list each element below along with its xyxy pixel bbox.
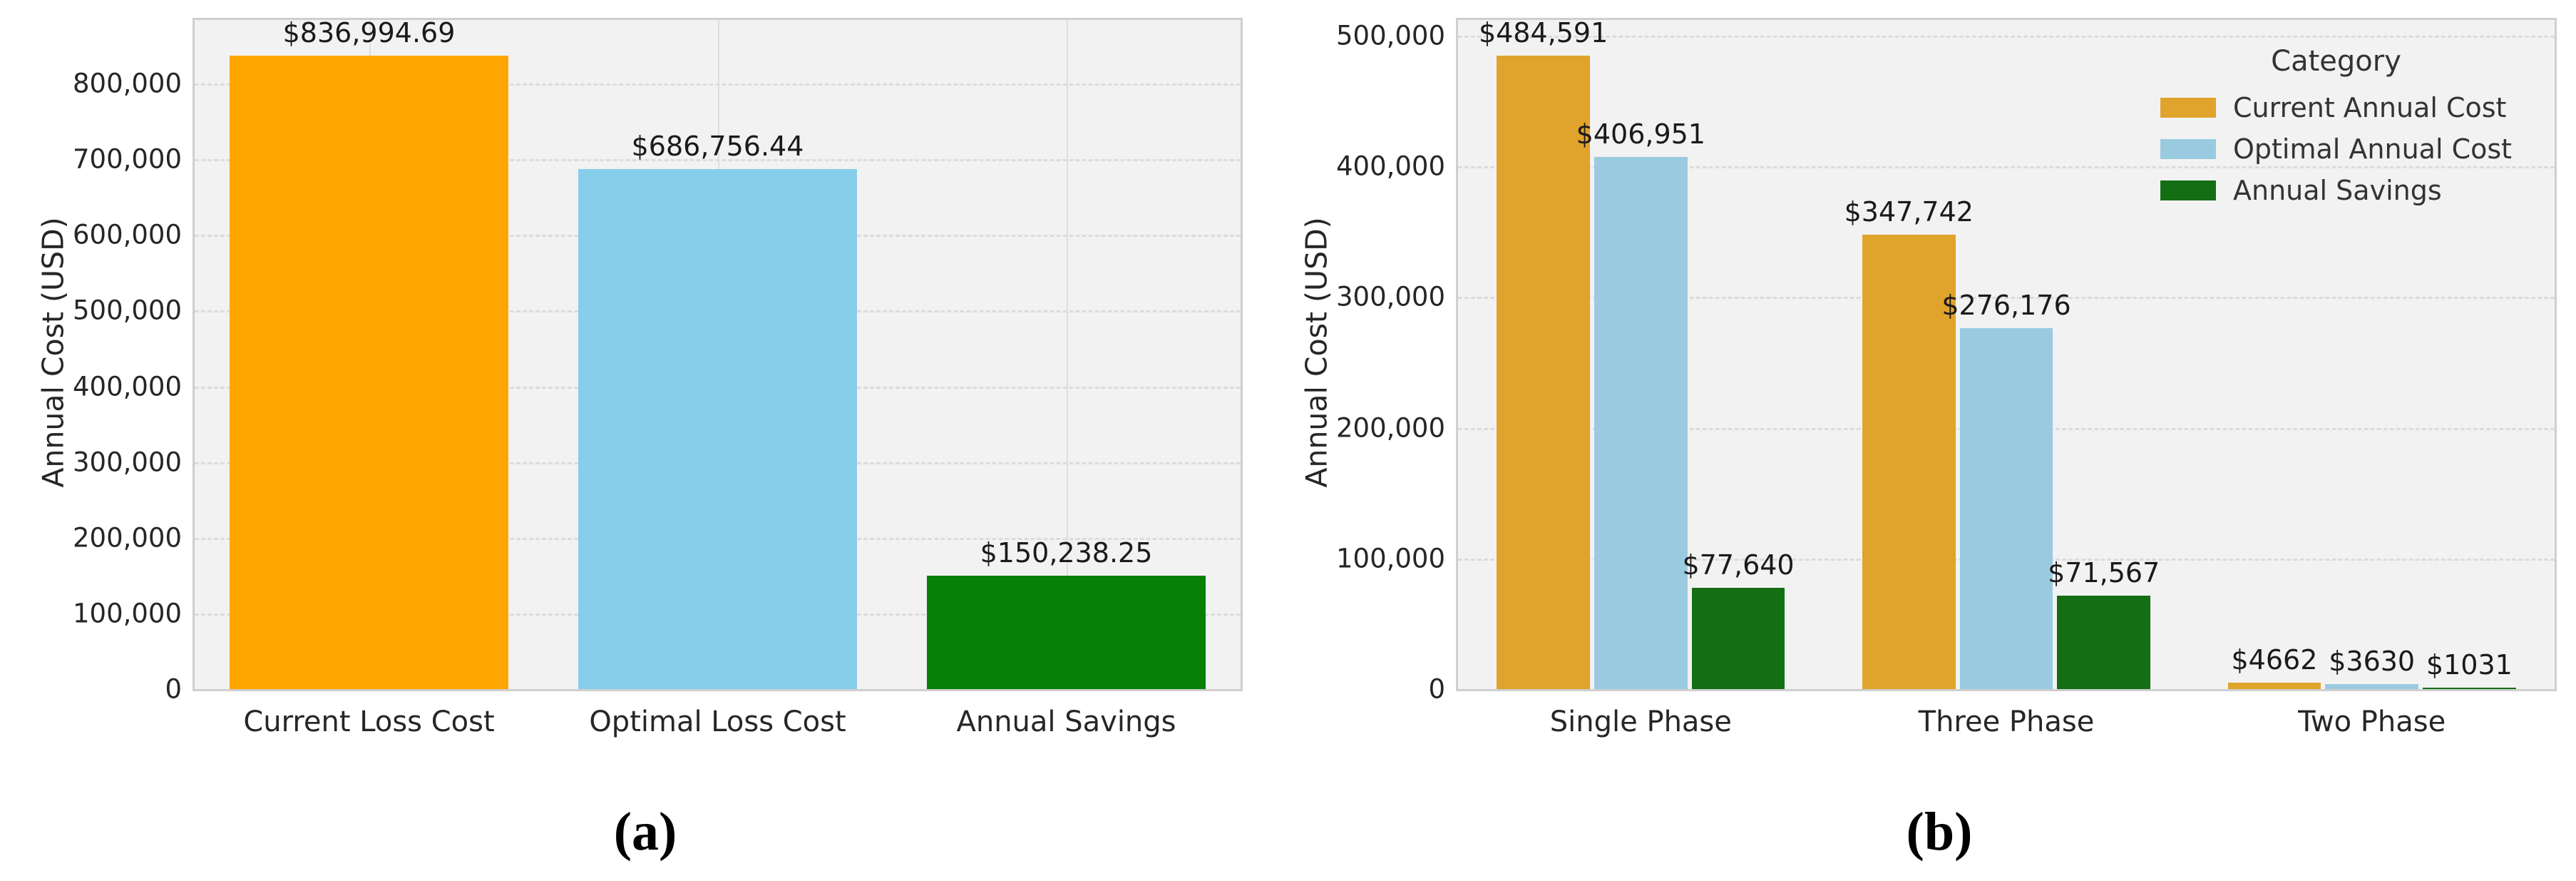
bar (1497, 56, 1590, 689)
gridline-horizontal (1458, 166, 2555, 169)
legend-entry-current-annual-cost: Current Annual Cost (2160, 94, 2512, 121)
caption-a: (a) (613, 802, 677, 862)
y-tick-label: 100,000 (72, 598, 182, 629)
legend-swatch-icon (2160, 139, 2216, 159)
y-axis-label-a: Annual Cost (USD) (36, 217, 71, 488)
y-tick-label: 100,000 (1335, 543, 1445, 574)
legend-swatch-icon (2160, 98, 2216, 118)
legend-label: Current Annual Cost (2233, 92, 2507, 123)
legend-entry-annual-savings: Annual Savings (2160, 177, 2512, 204)
legend: Category Current Annual Cost Optimal Ann… (2160, 47, 2512, 204)
bar (229, 55, 509, 689)
x-tick-label: Three Phase (1918, 706, 2095, 738)
bar (1691, 587, 1785, 689)
bar-value-label: $3630 (2329, 646, 2416, 678)
bar (2057, 595, 2151, 689)
bar-value-label: $71,567 (2048, 556, 2160, 589)
y-tick-label: 700,000 (72, 143, 182, 175)
bar-value-label: $406,951 (1576, 118, 1705, 151)
bar-value-label: $4662 (2231, 644, 2318, 676)
legend-title: Category (2271, 45, 2401, 78)
bar (1594, 157, 1688, 689)
y-tick-label: 400,000 (72, 371, 182, 402)
y-tick-label: 800,000 (72, 68, 182, 99)
y-tick-label: 500,000 (1335, 20, 1445, 51)
bar-value-label: $1031 (2426, 649, 2513, 681)
gridline-horizontal (1458, 297, 2555, 300)
y-tick-label: 0 (1428, 673, 1445, 705)
legend-label: Optimal Annual Cost (2233, 133, 2513, 165)
bar-value-label: $686,756.44 (631, 131, 804, 163)
bar (1862, 234, 1956, 689)
x-tick-label: Single Phase (1549, 706, 1732, 738)
y-tick-label: 0 (165, 673, 182, 705)
y-tick-label: 400,000 (1335, 151, 1445, 182)
y-tick-label: 300,000 (1335, 281, 1445, 312)
gridline-horizontal (1458, 35, 2555, 38)
legend-label: Annual Savings (2233, 175, 2442, 206)
x-tick-label: Optimal Loss Cost (589, 706, 846, 738)
y-tick-label: 300,000 (72, 447, 182, 478)
bar-value-label: $484,591 (1478, 17, 1608, 49)
bar-value-label: $276,176 (1941, 290, 2071, 322)
y-tick-label: 500,000 (72, 295, 182, 326)
y-axis-label-b: Annual Cost (USD) (1299, 217, 1334, 488)
bar-value-label: $836,994.69 (282, 16, 456, 49)
x-tick-label: Annual Savings (956, 706, 1176, 738)
y-tick-label: 200,000 (72, 522, 182, 554)
bar-value-label: $77,640 (1682, 549, 1795, 581)
x-tick-label: Current Loss Cost (243, 706, 495, 738)
x-tick-label: Two Phase (2298, 706, 2446, 738)
legend-swatch-icon (2160, 180, 2216, 200)
y-tick-label: 600,000 (72, 219, 182, 250)
y-tick-label: 200,000 (1335, 412, 1445, 444)
legend-entry-optimal-annual-cost: Optimal Annual Cost (2160, 136, 2512, 163)
bar-value-label: $150,238.25 (980, 536, 1153, 569)
gridline-vertical (1066, 20, 1068, 689)
bar (578, 169, 858, 689)
plot-area-b: Category Current Annual Cost Optimal Ann… (1336, 17, 2557, 736)
bar (2227, 683, 2321, 689)
bar (1959, 328, 2053, 689)
bar (2325, 684, 2418, 689)
bar (926, 575, 1206, 689)
bar (2423, 688, 2516, 689)
bar-value-label: $347,742 (1844, 195, 1974, 228)
caption-b: (b) (1906, 802, 1973, 862)
plot-area-a: 0 100,000 200,000 300,000 400,000 500,000 600,… (73, 16, 1243, 736)
